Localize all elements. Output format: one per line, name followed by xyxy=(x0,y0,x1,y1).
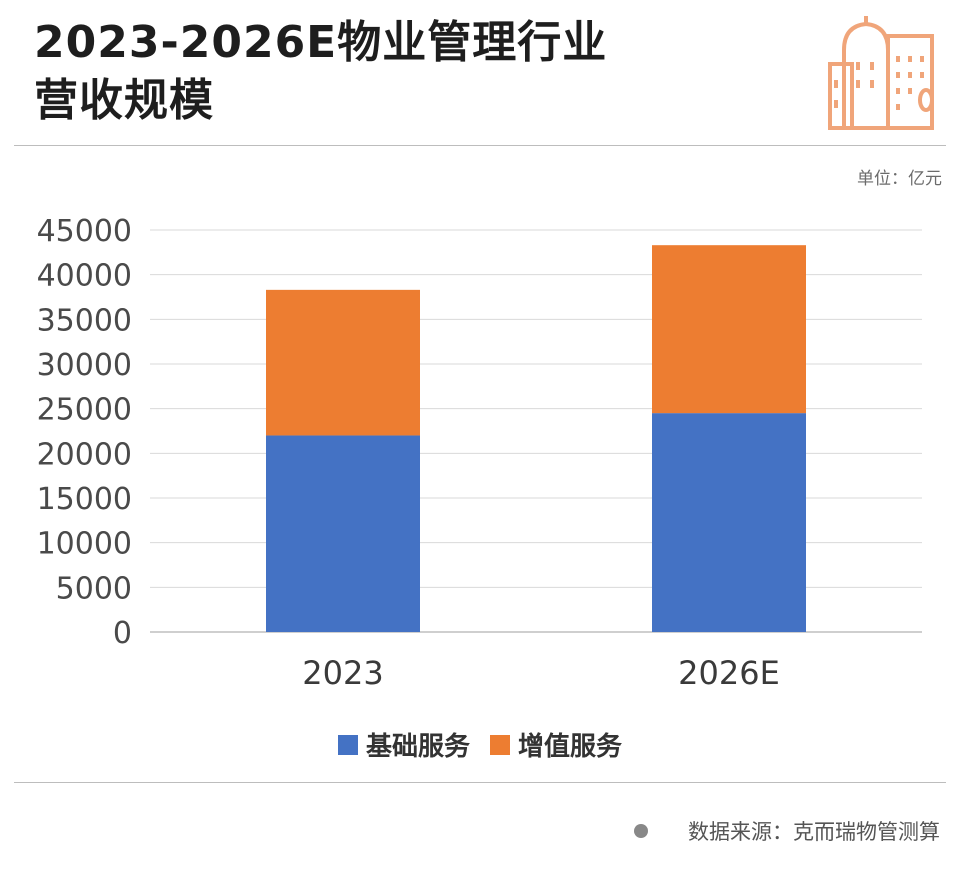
chart-legend: 基础服务 增值服务 xyxy=(0,726,960,763)
bar-series-2-2023 xyxy=(266,289,420,436)
y-tick-label: 5000 xyxy=(56,571,132,606)
legend-swatch-series-2 xyxy=(490,734,510,755)
title-line-1: 2023-2026E物业管理行业 xyxy=(34,17,608,68)
header-divider xyxy=(14,145,946,146)
y-tick-label: 35000 xyxy=(37,303,132,338)
source-text: 数据来源：克而瑞物管测算 xyxy=(688,820,940,844)
building-icon xyxy=(828,16,934,130)
y-tick-label: 15000 xyxy=(37,482,132,517)
stacked-bar-chart: 0 5000 10000 15000 20000 25000 30000 35000 40000… xyxy=(37,214,922,692)
y-tick-label: 10000 xyxy=(37,527,132,562)
legend-label-series-2: 增值服务 xyxy=(518,732,623,762)
x-tick-label: 2023 xyxy=(302,654,383,692)
page-title: 2023-2026E物业管理行业 营收规模 xyxy=(34,14,607,130)
y-tick-label: 25000 xyxy=(37,393,132,428)
x-tick-label: 2026E xyxy=(678,654,780,692)
bar-series-1-2023 xyxy=(266,435,420,632)
y-tick-label: 0 xyxy=(113,616,132,651)
unit-label: 单位：亿元 xyxy=(857,169,942,189)
title-line-2: 营收规模 xyxy=(34,75,214,126)
y-tick-label: 40000 xyxy=(37,259,132,294)
footer-divider xyxy=(14,782,946,783)
legend-label-series-1: 基础服务 xyxy=(365,732,470,762)
legend-item-series-2: 增值服务 xyxy=(490,726,622,763)
y-tick-label: 45000 xyxy=(37,214,132,249)
legend-swatch-series-1 xyxy=(337,734,358,755)
y-tick-label: 20000 xyxy=(37,437,132,472)
bullet-icon xyxy=(634,824,648,838)
legend-item-series-1: 基础服务 xyxy=(337,726,470,763)
bar-series-1-2026E xyxy=(652,413,806,632)
bar-series-2-2026E xyxy=(652,245,806,414)
y-tick-label: 30000 xyxy=(37,348,132,383)
data-source: 数据来源：克而瑞物管测算 xyxy=(634,816,940,846)
